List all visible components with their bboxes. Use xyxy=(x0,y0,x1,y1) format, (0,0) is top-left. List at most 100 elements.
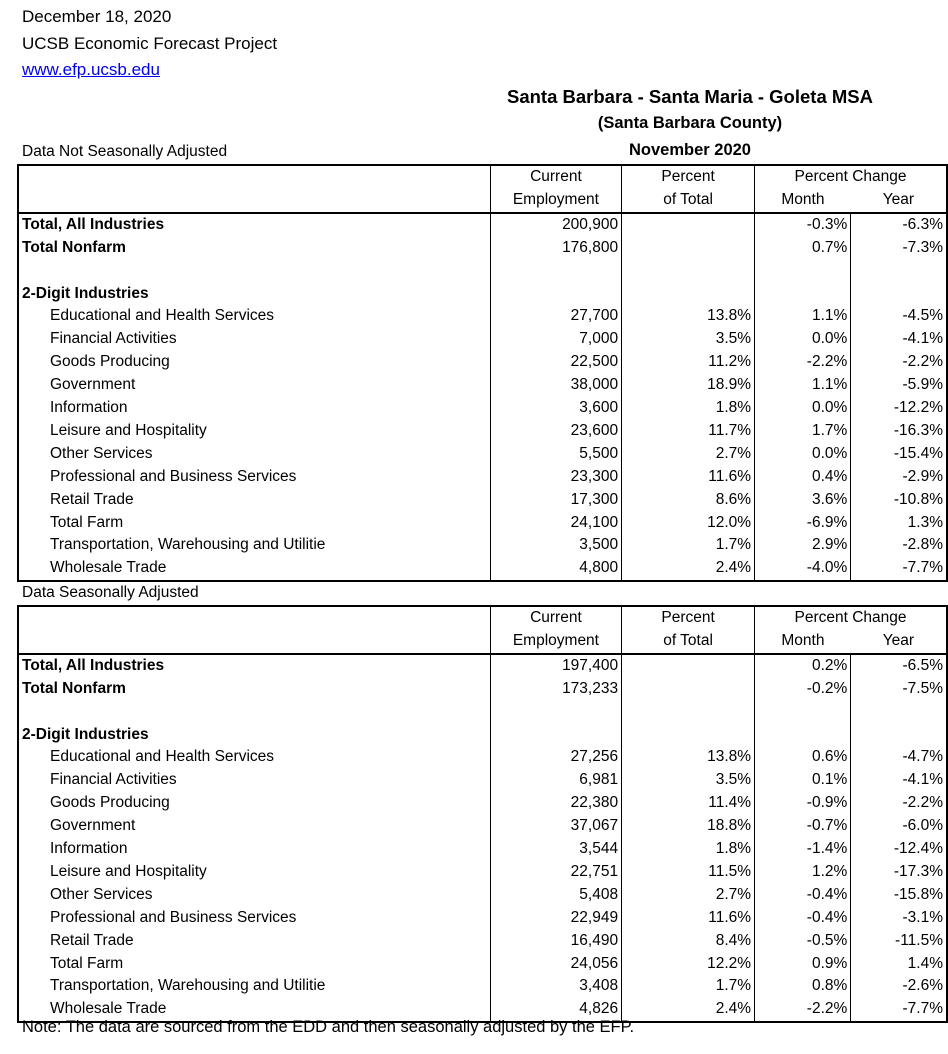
percent-change-year: -6.3% xyxy=(850,212,948,237)
report-subtitle: (Santa Barbara County) xyxy=(597,114,783,132)
nsa-section-label: Data Not Seasonally Adjusted xyxy=(22,143,228,160)
group-label: 2-Digit Industries xyxy=(16,723,491,747)
current-employment: 3,408 xyxy=(489,975,622,999)
industry-name: Wholesale Trade xyxy=(16,557,491,583)
group-row: 2-Digit Industries xyxy=(16,282,948,306)
percent-of-total: 11.4% xyxy=(621,792,755,816)
table-row: Educational and Health Services 27,256 13.… xyxy=(16,746,948,770)
table-row: Government 38,000 18.9% 1.1% -5.9% xyxy=(16,374,948,398)
percent-change-month: 0.1% xyxy=(754,769,851,793)
percent-change-month: 2.9% xyxy=(754,534,851,558)
current-employment: 22,751 xyxy=(489,860,622,884)
current-employment: 176,800 xyxy=(489,236,622,260)
current-employment: 200,900 xyxy=(489,212,622,237)
industry-name: Total, All Industries xyxy=(16,653,491,678)
industry-name: Total Nonfarm xyxy=(16,236,491,260)
industry-name: Total Farm xyxy=(16,511,491,535)
empty-cell xyxy=(16,259,491,283)
current-employment: 3,600 xyxy=(489,397,622,420)
industry-name: Retail Trade xyxy=(16,488,491,512)
percent-change-year: -2.2% xyxy=(850,792,948,816)
report-period: November 2020 xyxy=(629,141,751,159)
percent-change-month: 1.2% xyxy=(754,860,851,884)
percent-change-year: -15.8% xyxy=(850,883,948,907)
percent-of-total: 2.4% xyxy=(621,998,755,1024)
empty-cell xyxy=(754,723,851,747)
table-row: Total Nonfarm 176,800 0.7% -7.3% xyxy=(16,236,948,260)
percent-change-month: 0.9% xyxy=(754,952,851,976)
percent-of-total xyxy=(621,653,755,678)
percent-change-year: -7.7% xyxy=(850,998,948,1024)
table-row: Total, All Industries 200,900 -0.3% -6.3% xyxy=(16,212,948,237)
percent-change-year: -7.5% xyxy=(850,677,948,701)
percent-of-total: 8.6% xyxy=(621,488,755,512)
percent-change-year: -4.7% xyxy=(850,746,948,770)
empty-cell xyxy=(489,259,622,283)
percent-change-year: -2.6% xyxy=(850,975,948,999)
empty-cell xyxy=(754,700,851,724)
header-current: Current xyxy=(489,164,622,189)
sa-section-label: Data Seasonally Adjusted xyxy=(22,584,199,601)
header-employment: Employment xyxy=(489,629,622,655)
percent-change-year: -2.9% xyxy=(850,465,948,489)
percent-change-month: -0.7% xyxy=(754,815,851,839)
percent-change-month: -2.2% xyxy=(754,998,851,1024)
industry-name: Goods Producing xyxy=(16,792,491,816)
percent-change-year: -16.3% xyxy=(850,419,948,443)
industry-name: Leisure and Hospitality xyxy=(16,860,491,884)
percent-change-month: -0.3% xyxy=(754,212,851,237)
industry-name: Professional and Business Services xyxy=(16,906,491,930)
percent-change-year: -4.5% xyxy=(850,305,948,329)
current-employment: 4,826 xyxy=(489,998,622,1024)
empty-cell xyxy=(621,282,755,306)
percent-of-total: 13.8% xyxy=(621,305,755,329)
percent-change-month: -6.9% xyxy=(754,511,851,535)
header-year: Year xyxy=(850,629,948,655)
percent-change-year: -2.2% xyxy=(850,351,948,375)
percent-change-year: -17.3% xyxy=(850,860,948,884)
header-of-total: of Total xyxy=(621,629,755,655)
header-month: Month xyxy=(754,629,851,655)
table-row: Financial Activities 7,000 3.5% 0.0% -4.1% xyxy=(16,328,948,352)
table-row: Other Services 5,408 2.7% -0.4% -15.8% xyxy=(16,883,948,907)
percent-change-month: 0.0% xyxy=(754,397,851,420)
industry-name: Other Services xyxy=(16,883,491,907)
table-row: Other Services 5,500 2.7% 0.0% -15.4% xyxy=(16,442,948,466)
table-header-row: Employment of Total Month Year xyxy=(16,188,948,214)
percent-of-total: 11.6% xyxy=(621,906,755,930)
percent-change-year: -12.2% xyxy=(850,397,948,420)
percent-change-month: -0.9% xyxy=(754,792,851,816)
industry-name: Transportation, Warehousing and Utilitie xyxy=(16,975,491,999)
industry-name: Total Nonfarm xyxy=(16,677,491,701)
table-header-row: Employment of Total Month Year xyxy=(16,629,948,655)
percent-change-month: 0.2% xyxy=(754,653,851,678)
current-employment: 38,000 xyxy=(489,374,622,398)
percent-change-year: -5.9% xyxy=(850,374,948,398)
industry-name: Financial Activities xyxy=(16,328,491,352)
table-row: Professional and Business Services 23,300… xyxy=(16,465,948,489)
industry-name: Total, All Industries xyxy=(16,212,491,237)
efp-website-link[interactable]: www.efp.ucsb.edu xyxy=(22,60,160,79)
industry-name: Government xyxy=(16,815,491,839)
percent-of-total: 13.8% xyxy=(621,746,755,770)
percent-of-total: 1.8% xyxy=(621,397,755,420)
percent-of-total: 1.7% xyxy=(621,534,755,558)
percent-change-year: -10.8% xyxy=(850,488,948,512)
percent-change-month: 0.7% xyxy=(754,236,851,260)
industry-name: Educational and Health Services xyxy=(16,305,491,329)
spacer-row xyxy=(16,700,948,724)
current-employment: 22,500 xyxy=(489,351,622,375)
table-header-row: Current Percent Percent Change xyxy=(16,164,948,189)
table-row: Total, All Industries 197,400 0.2% -6.5% xyxy=(16,653,948,678)
percent-of-total: 2.7% xyxy=(621,883,755,907)
empty-cell xyxy=(621,700,755,724)
table-row: Total Farm 24,056 12.2% 0.9% 1.4% xyxy=(16,952,948,976)
industry-name: Government xyxy=(16,374,491,398)
percent-change-year: -3.1% xyxy=(850,906,948,930)
percent-change-year: 1.4% xyxy=(850,952,948,976)
report-title: Santa Barbara - Santa Maria - Goleta MSA xyxy=(507,86,873,107)
percent-change-month: 0.0% xyxy=(754,328,851,352)
table-row: Total Farm 24,100 12.0% -6.9% 1.3% xyxy=(16,511,948,535)
industry-name: Goods Producing xyxy=(16,351,491,375)
header-blank-cell xyxy=(16,605,491,630)
